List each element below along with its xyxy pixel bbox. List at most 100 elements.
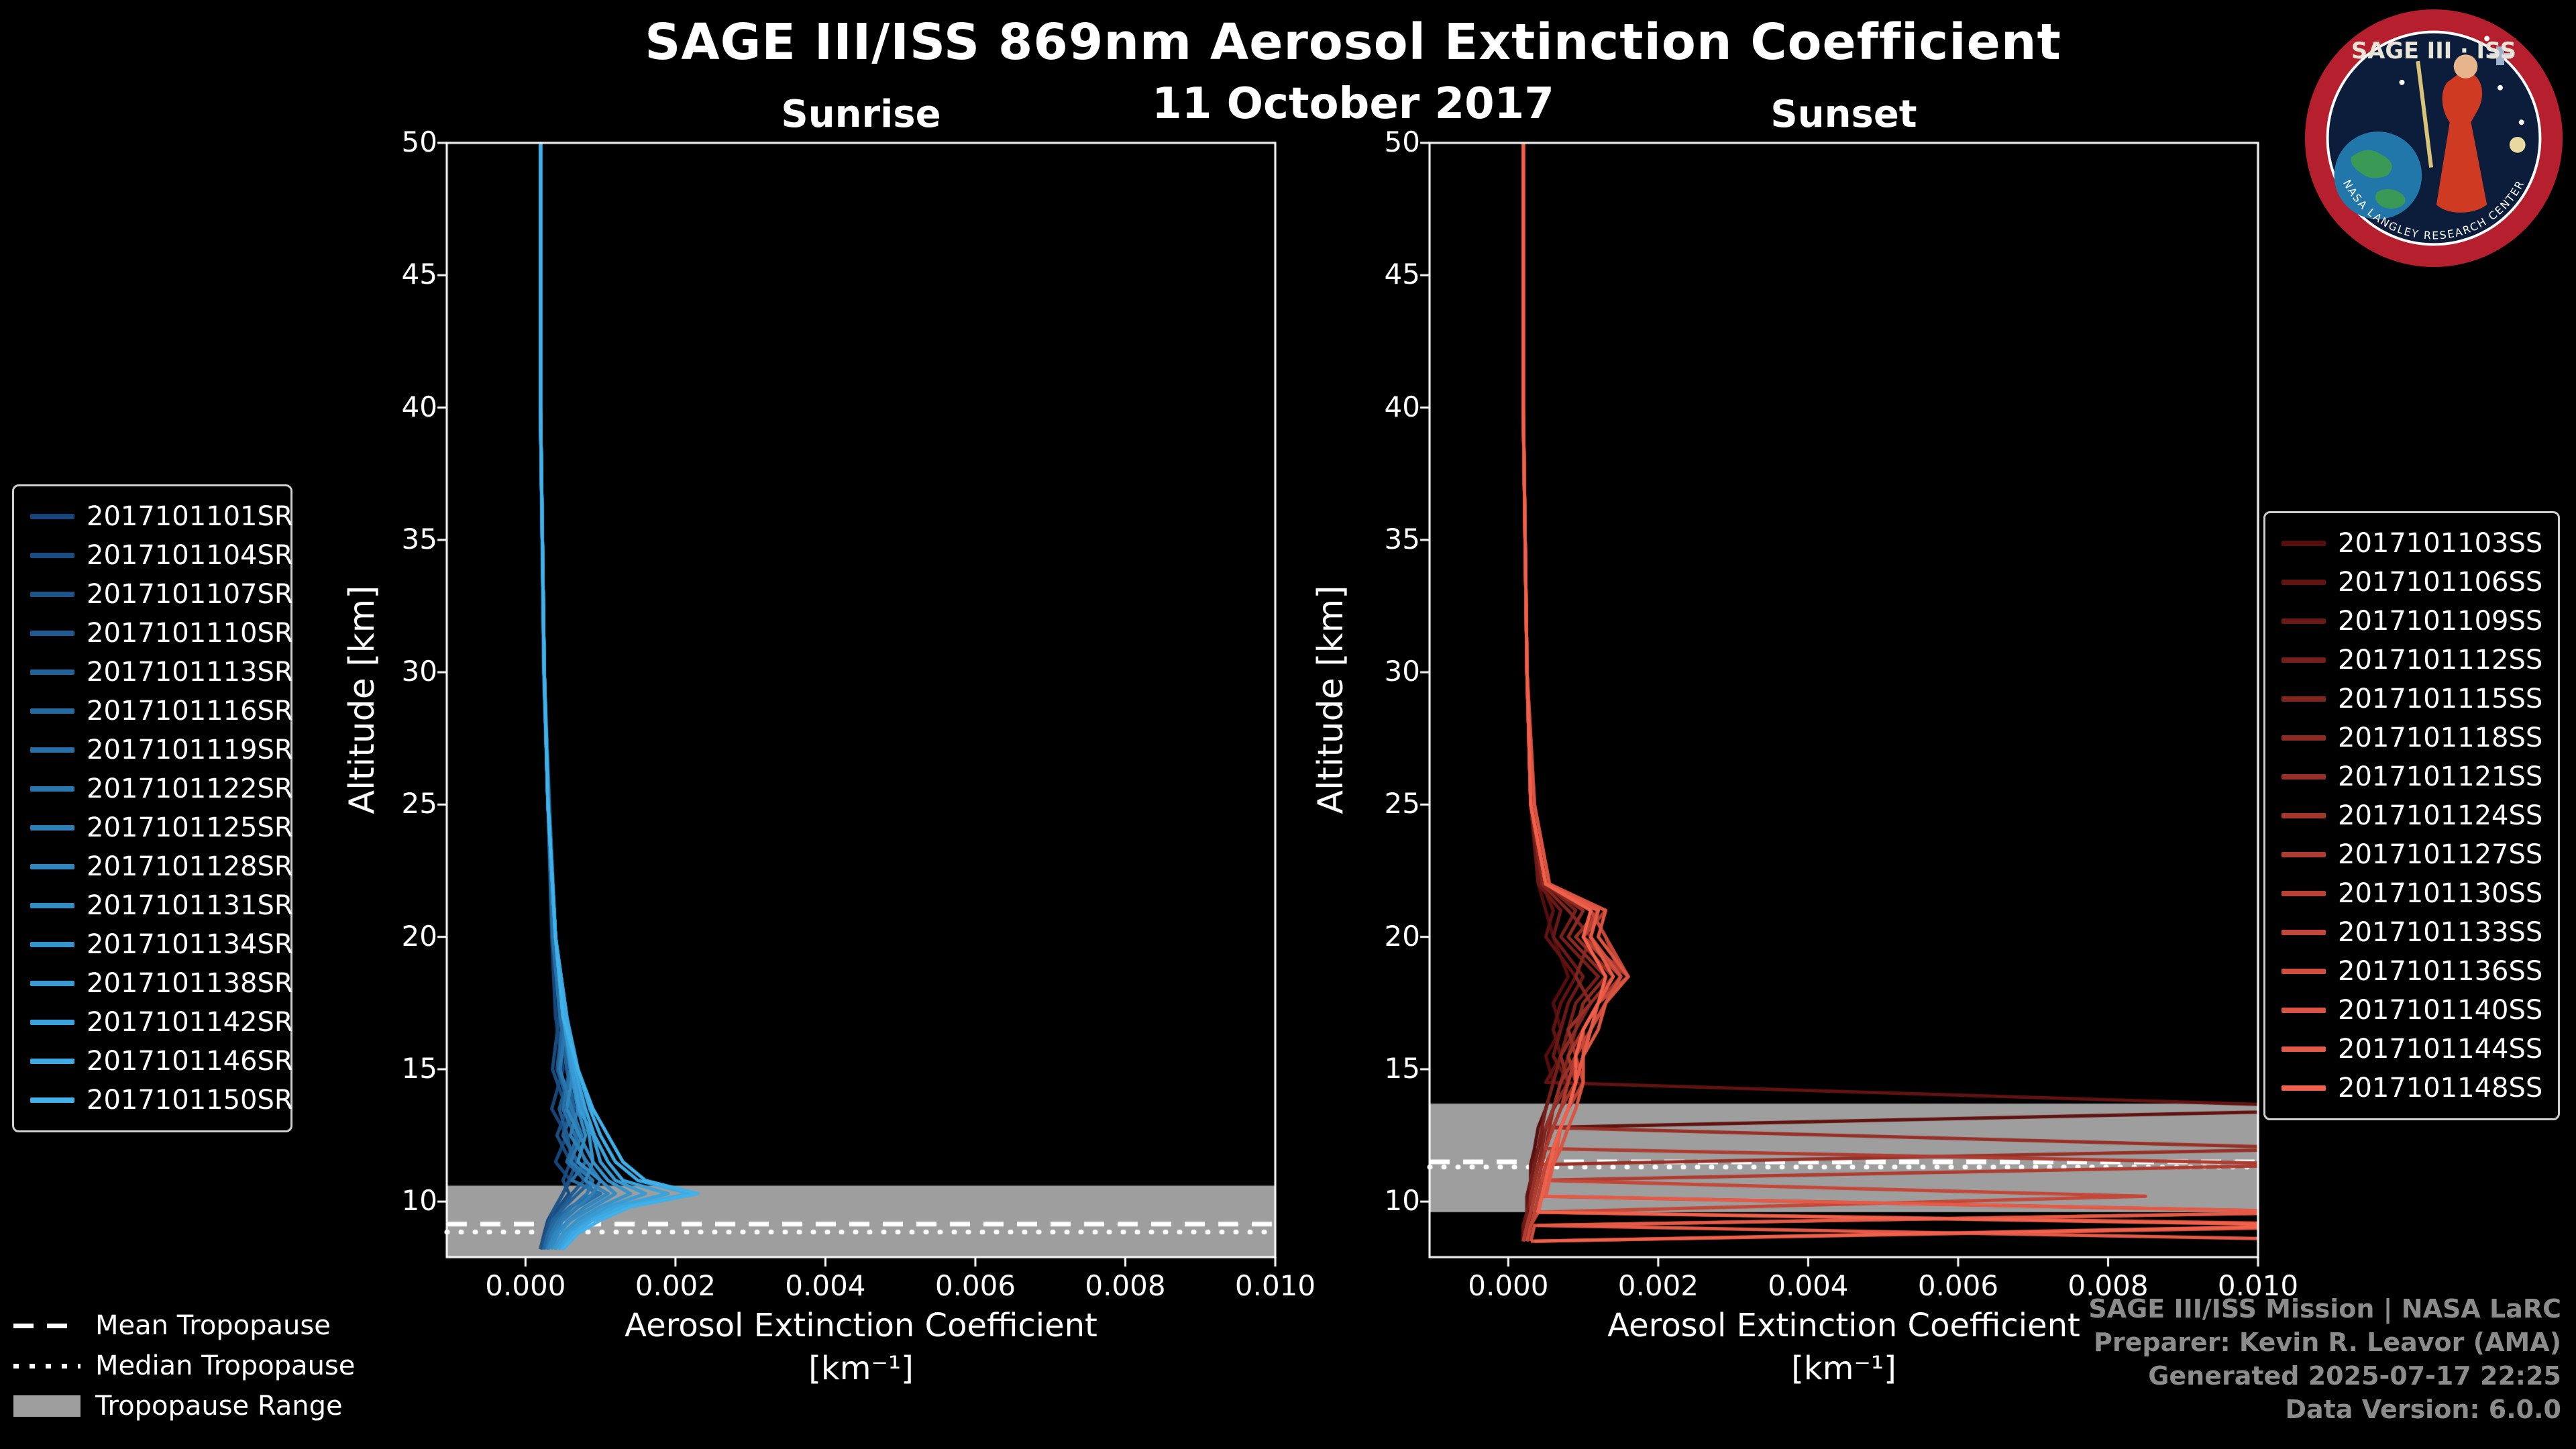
series-color-swatch: [2282, 580, 2326, 585]
legend-item: 2017101116SR: [26, 692, 293, 731]
series-label: 2017101127SS: [2338, 839, 2543, 870]
x-tick-label: 0.008: [2068, 1269, 2149, 1302]
x-tick-label: 0.004: [785, 1269, 866, 1302]
series-color-swatch: [2282, 891, 2326, 896]
series-label: 2017101136SS: [2338, 956, 2543, 987]
x-tick-label: 0.000: [1468, 1269, 1549, 1302]
legend-item: 2017101130SS: [2277, 874, 2546, 913]
legend-item: 2017101121SS: [2277, 757, 2546, 796]
star: [2518, 119, 2524, 125]
y-tick-label: 10: [1384, 1184, 1420, 1218]
sunrise-canvas: [428, 124, 1294, 1276]
legend-item: 2017101107SR: [26, 575, 293, 614]
legend-item: 2017101134SR: [26, 925, 293, 964]
legend-sunrise: 2017101101SR 2017101104SR 2017101107SR 2017…: [12, 484, 293, 1132]
tropopause-range-sample: [13, 1395, 80, 1417]
x-axis-label-sunset: Aerosol Extinction Coefficient [km⁻¹]: [1430, 1304, 2258, 1390]
x-axis-unit: [km⁻¹]: [1791, 1350, 1896, 1387]
series-label: 2017101103SS: [2338, 528, 2543, 559]
x-tick-label: 0.006: [934, 1269, 1016, 1302]
series-label: 2017101110SR: [87, 618, 293, 649]
earth-land: [2375, 189, 2406, 209]
x-axis-label-sunrise: Aerosol Extinction Coefficient [km⁻¹]: [447, 1304, 1275, 1390]
series-color-swatch: [2282, 1085, 2326, 1091]
series-label: 2017101133SS: [2338, 917, 2543, 948]
series-label: 2017101131SR: [87, 890, 293, 921]
series-color-swatch: [2282, 696, 2326, 702]
series-label: 2017101107SR: [87, 579, 293, 610]
x-axis-unit: [km⁻¹]: [808, 1350, 914, 1387]
legend-item: 2017101133SS: [2277, 913, 2546, 952]
series-label: 2017101150SR: [87, 1085, 293, 1116]
legend-item: 2017101118SS: [2277, 718, 2546, 757]
earth-land: [2351, 150, 2392, 178]
x-tick-label: 0.010: [1234, 1269, 1316, 1302]
y-tick-label: 40: [401, 390, 437, 423]
y-tick-label: 25: [1384, 787, 1420, 820]
series-label: 2017101121SS: [2338, 761, 2543, 792]
series-color-swatch: [30, 864, 74, 869]
legend-item: 2017101101SR: [26, 497, 293, 536]
star: [2399, 79, 2405, 85]
legend-item: 2017101115SS: [2277, 680, 2546, 718]
legend-item: 2017101110SR: [26, 614, 293, 653]
x-tick-label: 0.002: [1617, 1269, 1699, 1302]
y-tick-label: 25: [401, 787, 437, 820]
y-axis-label-sunset: Altitude [km]: [1311, 585, 1351, 814]
tropopause-range-label: Tropopause Range: [95, 1391, 343, 1421]
credits: SAGE III/ISS Mission | NASA LaRC Prepare…: [2088, 1292, 2561, 1426]
legend-item: 2017101119SR: [26, 731, 293, 769]
series-color-swatch: [2282, 852, 2326, 857]
series-color-swatch: [30, 747, 74, 753]
series-color-swatch: [30, 1097, 74, 1103]
y-axis-label-sunrise: Altitude [km]: [342, 585, 382, 814]
series-label: 2017101118SS: [2338, 722, 2543, 753]
y-tick-label: 35: [1384, 522, 1420, 555]
series-label: 2017101140SS: [2338, 995, 2543, 1026]
series-color-swatch: [2282, 813, 2326, 818]
series-label: 2017101101SR: [87, 501, 293, 532]
series-label: 2017101106SS: [2338, 567, 2543, 598]
series-color-swatch: [30, 669, 74, 675]
series-color-swatch: [2282, 1008, 2326, 1013]
series-color-swatch: [2282, 774, 2326, 780]
tropopause-legend: Mean Tropopause Median Tropopause Tropop…: [13, 1305, 355, 1426]
legend-item: 2017101125SR: [26, 808, 293, 847]
series-label: 2017101146SR: [87, 1046, 293, 1077]
legend-item: 2017101113SR: [26, 653, 293, 692]
y-tick-label: 40: [1384, 390, 1420, 423]
mean-tropopause-label: Mean Tropopause: [95, 1310, 331, 1341]
legend-item: 2017101128SR: [26, 847, 293, 886]
legend-item: 2017101112SS: [2277, 641, 2546, 680]
series-color-swatch: [30, 942, 74, 947]
series-label: 2017101119SR: [87, 735, 293, 765]
y-tick-label: 45: [401, 258, 437, 291]
sage-iss-logo: SAGE III · ISS NASA LANGLEY RESEARCH CEN…: [2304, 9, 2563, 268]
y-tick-label: 45: [1384, 258, 1420, 291]
series-color-swatch: [2282, 1046, 2326, 1052]
series-color-swatch: [30, 1020, 74, 1025]
legend-item: 2017101104SR: [26, 536, 293, 575]
legend-item: 2017101140SS: [2277, 991, 2546, 1030]
chart-date: 11 October 2017: [1152, 79, 1554, 129]
moon-graphic: [2509, 137, 2526, 153]
legend-item: 2017101142SR: [26, 1003, 293, 1042]
series-label: 2017101112SS: [2338, 645, 2543, 676]
series-label: 2017101144SS: [2338, 1034, 2543, 1065]
legend-item: 2017101124SS: [2277, 796, 2546, 835]
series-color-swatch: [2282, 930, 2326, 935]
x-axis-label-text: Aerosol Extinction Coefficient: [625, 1307, 1097, 1344]
median-tropopause-line-sample: [13, 1363, 80, 1368]
y-tick-label: 35: [401, 522, 437, 555]
series-color-swatch: [30, 553, 74, 558]
series-color-swatch: [30, 592, 74, 597]
legend-item: 2017101106SS: [2277, 563, 2546, 602]
legend-item: 2017101109SS: [2277, 602, 2546, 641]
legend-item: 2017101144SS: [2277, 1030, 2546, 1069]
series-color-swatch: [30, 786, 74, 792]
series-label: 2017101128SR: [87, 851, 293, 882]
series-label: 2017101109SS: [2338, 606, 2543, 637]
series-label: 2017101115SS: [2338, 684, 2543, 714]
mean-tropopause-line-sample: [13, 1323, 80, 1328]
